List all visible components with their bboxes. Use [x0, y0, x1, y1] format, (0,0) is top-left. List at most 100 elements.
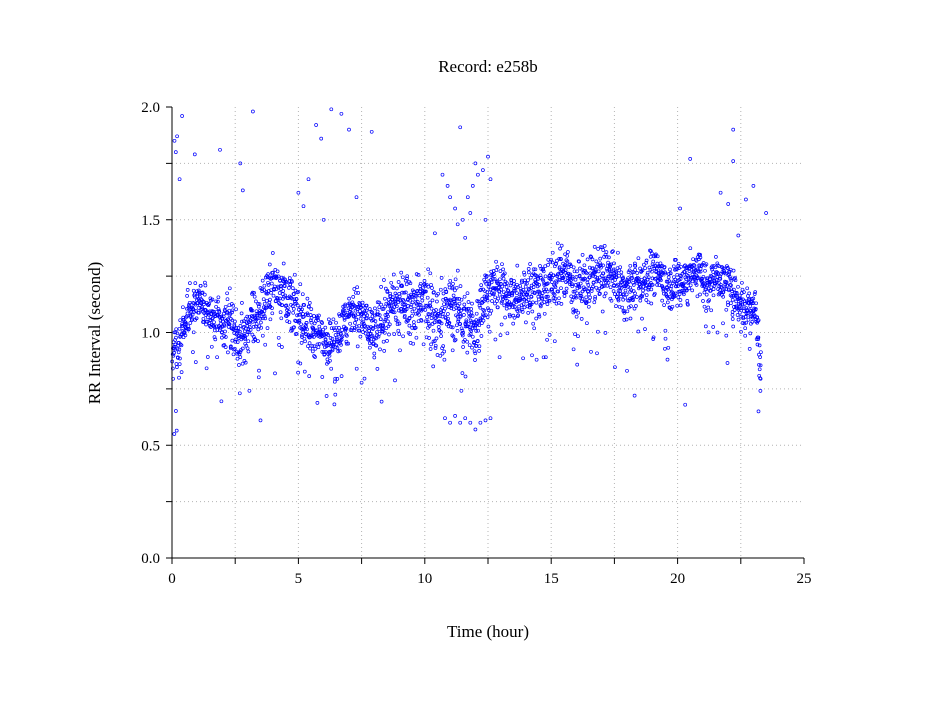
data-point [628, 263, 633, 268]
data-point [385, 290, 390, 294]
data-point [429, 316, 434, 320]
data-point [491, 292, 496, 297]
data-point [363, 316, 368, 321]
data-point [495, 305, 500, 310]
data-point [527, 305, 532, 310]
data-point [347, 296, 351, 301]
data-point [200, 305, 204, 310]
data-point [280, 303, 284, 307]
data-point [354, 317, 359, 322]
data-point [468, 211, 473, 215]
data-point [678, 206, 682, 211]
data-point [466, 322, 471, 326]
data-point [371, 341, 376, 346]
data-point [273, 371, 277, 376]
data-point [620, 278, 625, 283]
data-point [742, 321, 747, 326]
data-point [655, 254, 660, 259]
data-point [542, 287, 546, 292]
data-point [724, 307, 729, 312]
data-point [550, 250, 555, 255]
data-point [429, 282, 433, 287]
data-point [411, 341, 416, 346]
grid-lines [172, 107, 804, 558]
data-point [643, 279, 648, 284]
data-point [421, 305, 426, 310]
data-point [218, 321, 223, 326]
data-point [273, 299, 278, 304]
data-point [673, 291, 678, 296]
data-point [303, 339, 307, 344]
data-point [671, 291, 676, 295]
data-point [729, 287, 734, 292]
data-point [386, 319, 390, 324]
data-point [290, 279, 294, 284]
data-point [619, 270, 624, 275]
data-point [451, 293, 456, 298]
data-point [743, 326, 748, 331]
data-point [391, 310, 395, 314]
data-point [243, 337, 248, 342]
data-point [291, 310, 296, 315]
data-point [258, 418, 263, 423]
data-point [175, 346, 180, 351]
data-point [482, 277, 487, 282]
data-point [370, 314, 375, 319]
data-point [306, 344, 310, 349]
data-point [382, 278, 386, 282]
data-point [379, 317, 383, 322]
data-point [627, 279, 631, 284]
data-point [495, 265, 500, 269]
data-point [453, 206, 457, 211]
data-point [508, 302, 512, 307]
data-point [546, 263, 550, 267]
data-point [292, 297, 297, 302]
data-point [178, 356, 182, 361]
data-point [526, 267, 531, 271]
data-point [382, 349, 387, 353]
data-point [353, 290, 358, 295]
data-point [668, 286, 673, 291]
data-point [526, 297, 531, 302]
data-point [617, 268, 622, 273]
data-point [243, 360, 248, 365]
data-point [512, 279, 516, 283]
data-point [489, 308, 494, 313]
data-point [477, 323, 482, 328]
data-point [589, 289, 594, 293]
data-point [276, 335, 281, 340]
data-point [462, 306, 466, 311]
data-point [425, 315, 429, 320]
data-point [229, 344, 233, 349]
data-point [678, 298, 683, 302]
data-point [326, 343, 330, 347]
data-point [391, 272, 396, 277]
data-point [177, 362, 182, 366]
data-point [416, 273, 421, 277]
data-point [304, 332, 309, 337]
data-point [688, 283, 693, 288]
data-point [651, 337, 656, 341]
data-point [175, 331, 180, 336]
data-point [747, 291, 752, 296]
data-point [700, 276, 705, 281]
data-point [320, 321, 325, 325]
data-point [381, 327, 386, 331]
data-point [530, 309, 535, 314]
data-point [254, 299, 258, 304]
data-point [457, 321, 462, 326]
data-point [736, 284, 740, 289]
data-point [549, 257, 553, 262]
data-point [673, 258, 678, 262]
data-point [215, 355, 219, 360]
data-point [724, 280, 729, 284]
data-point [305, 296, 310, 301]
data-point [675, 284, 680, 289]
data-point [337, 348, 342, 353]
data-points [170, 107, 768, 436]
data-point [488, 177, 493, 182]
data-point [533, 267, 538, 272]
data-point [438, 287, 443, 292]
data-point [434, 308, 438, 312]
data-point [758, 363, 763, 368]
